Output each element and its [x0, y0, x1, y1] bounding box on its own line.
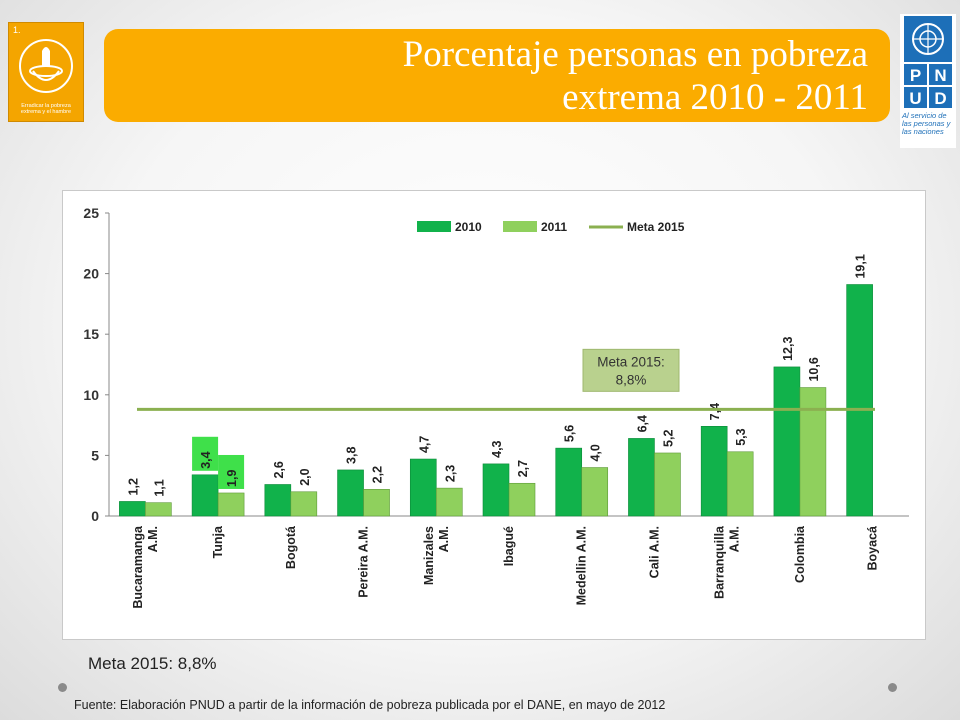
category-label: Bogotá	[284, 526, 298, 569]
page-title: Porcentaje personas en pobreza extrema 2…	[268, 33, 868, 119]
legend-label: 2010	[455, 220, 482, 234]
legend-swatch-2010	[417, 221, 451, 232]
bar-2011	[363, 489, 390, 517]
y-tick-label: 10	[83, 387, 99, 403]
bar-2010	[337, 469, 364, 517]
bar-2011	[799, 387, 827, 517]
decorative-dot-left	[58, 683, 67, 692]
category-label: Ibagué	[502, 526, 516, 566]
bar-2011	[581, 467, 609, 517]
label-highlight	[218, 454, 245, 489]
bar-2011	[726, 451, 754, 517]
odm-caption: Erradicar la pobreza extrema y el hambre	[20, 103, 72, 115]
meta-annotation-line1: Meta 2015:	[597, 354, 665, 369]
bar-2010	[700, 426, 728, 517]
label-highlight	[192, 436, 219, 471]
data-label: 19,1	[854, 254, 868, 278]
y-tick-label: 25	[83, 205, 99, 221]
category-label: Tunja	[211, 525, 225, 558]
y-tick-label: 0	[91, 508, 99, 524]
data-label: 4,3	[490, 440, 504, 457]
odm-logo: 1. Erradicar la pobreza extrema y el ham…	[8, 22, 84, 122]
svg-text:PNUD: PNUD	[909, 66, 946, 108]
title-line-1: Porcentaje personas en pobreza	[402, 34, 868, 75]
y-tick-label: 5	[91, 447, 99, 463]
y-tick-label: 15	[83, 326, 99, 342]
legend-label: Meta 2015	[627, 220, 685, 234]
meta-annotation-box	[582, 348, 680, 392]
data-label: 2,2	[371, 466, 385, 483]
data-label: 2,6	[272, 461, 286, 478]
category-label: Colombia	[793, 525, 807, 583]
bowl-icon	[19, 39, 73, 93]
data-label: 10,6	[807, 357, 821, 381]
title-banner: Porcentaje personas en pobreza extrema 2…	[104, 29, 890, 122]
pnud-letter: N	[934, 66, 946, 85]
legend-swatch-2011	[503, 221, 537, 232]
pnud-letter: U	[909, 89, 921, 108]
bar-2011	[435, 487, 463, 517]
data-label: 3,8	[345, 447, 359, 464]
legend-label: 2011	[541, 220, 567, 234]
bar-2010	[191, 474, 219, 517]
bar-2010	[409, 458, 437, 517]
chart-container: 0 5 10 15 20 25 1,2 1,1 Bucaramanga A.M. 3,4 1,9 Tun…	[62, 190, 926, 640]
category-label: Boyacá	[866, 526, 880, 571]
bar-2010	[482, 463, 510, 517]
category-label: A.M.	[437, 526, 451, 552]
category-label: Bucaramanga	[131, 525, 145, 609]
decorative-dot-right	[888, 683, 897, 692]
data-label: 2,7	[516, 460, 530, 477]
meta-annotation-line2: 8,8%	[616, 372, 647, 387]
data-label: 1,9	[225, 470, 239, 487]
category-label: Manizales	[422, 526, 436, 585]
bar-2011	[290, 491, 318, 517]
pnud-tagline: Al servicio de las personas y las nacion…	[902, 111, 951, 136]
category-label: Barranquilla	[713, 525, 727, 599]
category-label: Pereira A.M.	[357, 526, 371, 598]
data-label: 5,2	[661, 430, 675, 447]
bar-2011	[217, 492, 245, 517]
category-label: Cali A.M.	[647, 526, 661, 578]
category-label: A.M.	[728, 526, 742, 552]
bar-2010	[555, 447, 583, 517]
data-label: 6,4	[635, 415, 649, 432]
data-label: 3,4	[199, 451, 213, 468]
bar-2010	[628, 438, 655, 517]
odm-number: 1.	[13, 25, 21, 35]
bar-2010	[773, 366, 801, 517]
bar-2010	[119, 501, 146, 517]
pnud-letter: P	[910, 66, 921, 85]
y-tick-label: 20	[83, 266, 99, 282]
data-label: 5,6	[563, 425, 577, 442]
bar-2011	[654, 452, 681, 517]
bar-2010	[846, 284, 873, 517]
category-label: A.M.	[146, 526, 160, 552]
data-label: 12,3	[781, 337, 795, 361]
data-label: 2,0	[298, 468, 312, 485]
pnud-letter: D	[934, 89, 946, 108]
source-note: Fuente: Elaboración PNUD a partir de la …	[74, 698, 666, 712]
data-label: 2,3	[443, 465, 457, 482]
title-line-2: extrema 2010 - 2011	[562, 77, 868, 118]
data-label: 5,3	[734, 428, 748, 445]
data-label: 4,7	[417, 436, 431, 453]
meta-note: Meta 2015: 8,8%	[88, 654, 217, 673]
bar-2011	[145, 502, 172, 517]
data-label: 1,1	[152, 479, 166, 496]
bar-2011	[508, 482, 536, 517]
data-label: 7,4	[708, 403, 722, 420]
data-label: 1,2	[126, 478, 140, 495]
bar-2010	[264, 484, 292, 517]
category-label: Medellin A.M.	[575, 526, 589, 605]
data-label: 4,0	[589, 444, 603, 461]
